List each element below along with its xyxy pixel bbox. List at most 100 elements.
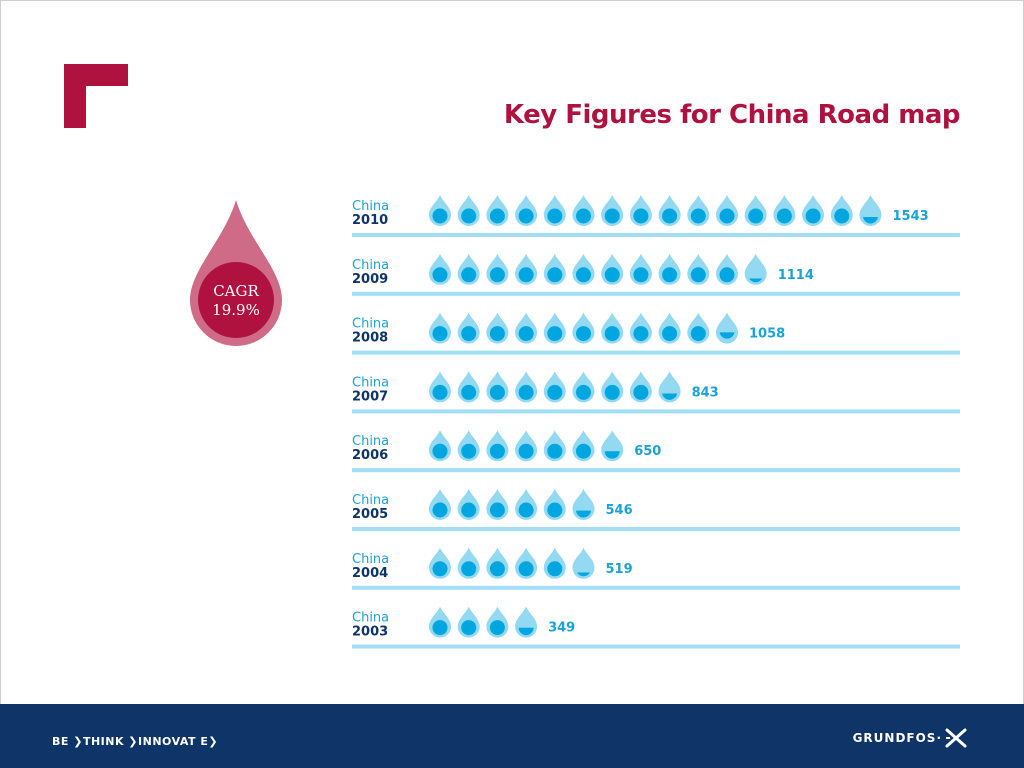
row-country-label: China <box>352 199 389 214</box>
row-year-label: 2007 <box>352 389 388 404</box>
water-drop-mark <box>457 430 480 462</box>
row-value-label: 1543 <box>893 209 929 224</box>
water-drop-mark <box>543 312 566 344</box>
footer-tagline: BE ❯THINK ❯INNOVAT E❯ <box>52 735 219 748</box>
water-drop-mark <box>629 195 652 227</box>
row-country-label: China <box>352 611 389 626</box>
brand-name: GRUNDFOS· <box>852 731 942 745</box>
row-year-label: 2005 <box>352 507 388 522</box>
row-value-label: 650 <box>634 444 661 459</box>
row-year-label: 2009 <box>352 272 388 287</box>
row-year-label: 2004 <box>352 566 388 581</box>
water-drop-mark <box>572 253 595 285</box>
water-drop-mark <box>601 371 624 403</box>
cagr-annotation: CAGR 19.9% <box>190 282 282 320</box>
row-value-label: 1114 <box>778 268 814 283</box>
water-drop-mark <box>716 195 738 226</box>
water-drop-mark <box>687 312 710 344</box>
water-drop-mark <box>429 195 451 226</box>
water-drop-mark <box>744 195 767 227</box>
row-value-label: 519 <box>606 562 633 577</box>
water-drop-mark <box>572 489 595 520</box>
row-value-label: 1058 <box>749 327 785 342</box>
water-drop-mark <box>486 547 509 579</box>
water-drop-mark <box>429 371 451 403</box>
water-drop-mark <box>658 371 681 403</box>
row-baseline <box>352 585 960 590</box>
water-drop-mark <box>773 195 796 227</box>
brand-logo: GRUNDFOS· <box>853 726 968 750</box>
row-year-label: 2006 <box>352 448 388 463</box>
water-drop-mark <box>457 371 480 403</box>
water-drop-mark <box>486 430 509 462</box>
row-value-label: 843 <box>692 385 719 400</box>
water-drop-mark <box>601 253 624 285</box>
water-drop-mark <box>515 606 538 638</box>
water-drop-mark <box>601 312 624 344</box>
water-drop-mark <box>515 195 538 227</box>
row-country-label: China <box>352 317 389 332</box>
row-baseline <box>352 527 960 531</box>
row-year-label: 2010 <box>352 213 388 228</box>
water-drop-mark <box>429 312 451 344</box>
row-country-label: China <box>352 493 389 508</box>
water-drop-mark <box>658 253 681 285</box>
row-country-label: China <box>352 258 389 273</box>
water-drop-mark <box>716 312 738 344</box>
water-drop-mark <box>830 195 853 227</box>
water-drop-mark <box>572 430 595 462</box>
row-country-label: China <box>352 375 389 390</box>
corner-logo-mark <box>64 64 128 128</box>
water-drop-mark <box>629 253 652 285</box>
water-drop-mark <box>543 195 566 227</box>
water-drop-mark <box>515 430 538 462</box>
row-value-label: 546 <box>606 503 633 518</box>
water-drop-mark <box>543 547 566 579</box>
water-drop-mark <box>572 371 595 403</box>
cagr-drop-icon <box>190 200 282 346</box>
row-year-label: 2003 <box>352 625 388 640</box>
row-baseline <box>352 409 960 414</box>
water-drop-mark <box>457 312 480 344</box>
cagr-value: 19.9% <box>212 301 260 319</box>
row-year-label: 2008 <box>352 331 388 346</box>
water-drop-mark <box>716 253 738 285</box>
water-drop-mark <box>457 253 480 285</box>
water-drop-mark <box>572 195 595 227</box>
row-baseline <box>352 468 960 473</box>
water-drop-mark <box>572 312 595 344</box>
water-drop-mark <box>658 312 681 344</box>
water-drop-mark <box>687 253 710 285</box>
water-drop-mark <box>859 195 882 227</box>
water-drop-mark <box>802 195 825 227</box>
water-drop-mark <box>687 195 710 227</box>
water-drop-mark <box>543 430 566 462</box>
water-drop-mark <box>543 489 566 520</box>
footer-bar: BE ❯THINK ❯INNOVAT E❯ GRUNDFOS· <box>0 704 1024 768</box>
water-drop-mark <box>658 195 681 227</box>
water-drop-mark <box>543 253 566 285</box>
water-drop-mark <box>486 606 509 638</box>
water-drop-mark <box>515 253 538 285</box>
grundfos-x-icon <box>945 728 967 748</box>
water-drop-mark <box>486 195 509 227</box>
water-drop-mark <box>429 606 451 638</box>
water-drop-mark <box>429 489 451 520</box>
water-drop-mark <box>515 547 538 579</box>
water-drop-mark <box>543 371 566 403</box>
water-drop-mark <box>486 489 509 520</box>
page-title: Key Figures for China Road map <box>503 100 961 130</box>
water-drop-mark <box>486 312 509 344</box>
row-country-label: China <box>352 434 389 449</box>
water-drop-mark <box>515 312 538 344</box>
water-drop-mark <box>601 430 624 462</box>
row-baseline <box>352 291 960 296</box>
water-drop-mark <box>457 195 480 227</box>
